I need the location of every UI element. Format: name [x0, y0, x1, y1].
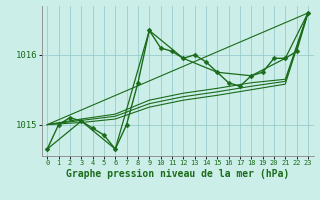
X-axis label: Graphe pression niveau de la mer (hPa): Graphe pression niveau de la mer (hPa)	[66, 169, 289, 179]
